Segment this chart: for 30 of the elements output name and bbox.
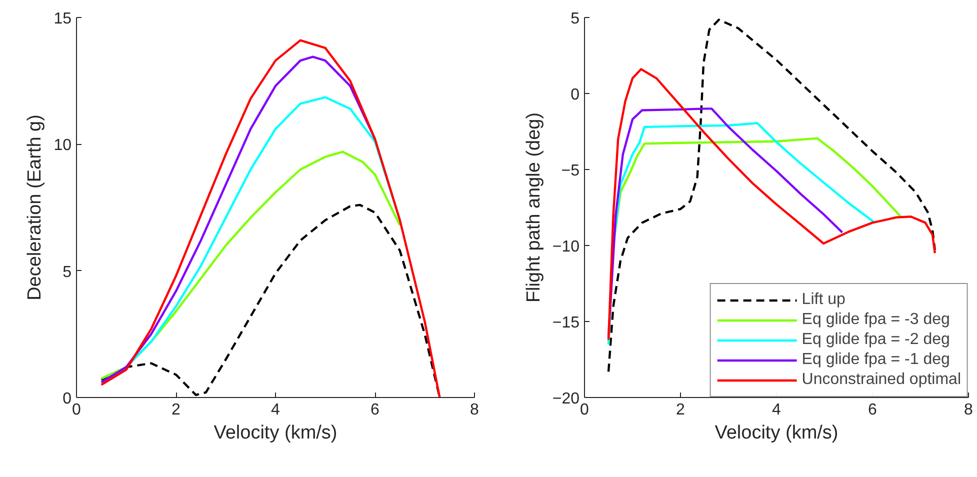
x-tick-label: 2 (172, 402, 181, 418)
y-tick-label: −20 (552, 390, 580, 408)
line-series (100, 39, 441, 398)
x-axis-title: Velocity (km/s) (214, 422, 338, 444)
x-tick-label: 2 (676, 402, 686, 418)
x-tick-label: 6 (868, 402, 878, 418)
x-axis-title: Velocity (km/s) (714, 422, 838, 444)
y-tick-label: 10 (54, 137, 72, 154)
y-axis-title: Deceleration (Earth g) (24, 114, 46, 300)
legend-label: Eq glide fpa = -1 deg (802, 350, 950, 370)
y-tick-label: 5 (570, 10, 580, 28)
x-tick-label: 8 (470, 402, 480, 418)
x-tick-label: 4 (271, 402, 280, 418)
legend-label: Lift up (802, 290, 846, 310)
y-tick-label: 0 (62, 390, 72, 408)
legend-label: Eq glide fpa = -2 deg (802, 330, 950, 350)
y-tick-label: −5 (561, 162, 580, 180)
x-tick-label: 4 (772, 402, 782, 418)
legend-label: Eq glide fpa = -3 deg (802, 310, 950, 330)
x-tick-label: 6 (370, 402, 380, 418)
y-tick-label: 15 (54, 10, 72, 28)
x-tick-label: 8 (964, 402, 974, 418)
y-tick-label: 0 (570, 86, 580, 104)
y-axis-title: Flight path angle (deg) (523, 112, 544, 303)
y-tick-label: −10 (552, 238, 580, 256)
line-series (100, 204, 441, 398)
y-tick-label: 5 (62, 264, 72, 281)
line-series (100, 150, 401, 380)
legend-label: Unconstrained optimal (802, 370, 961, 390)
y-tick-label: −15 (552, 314, 580, 332)
